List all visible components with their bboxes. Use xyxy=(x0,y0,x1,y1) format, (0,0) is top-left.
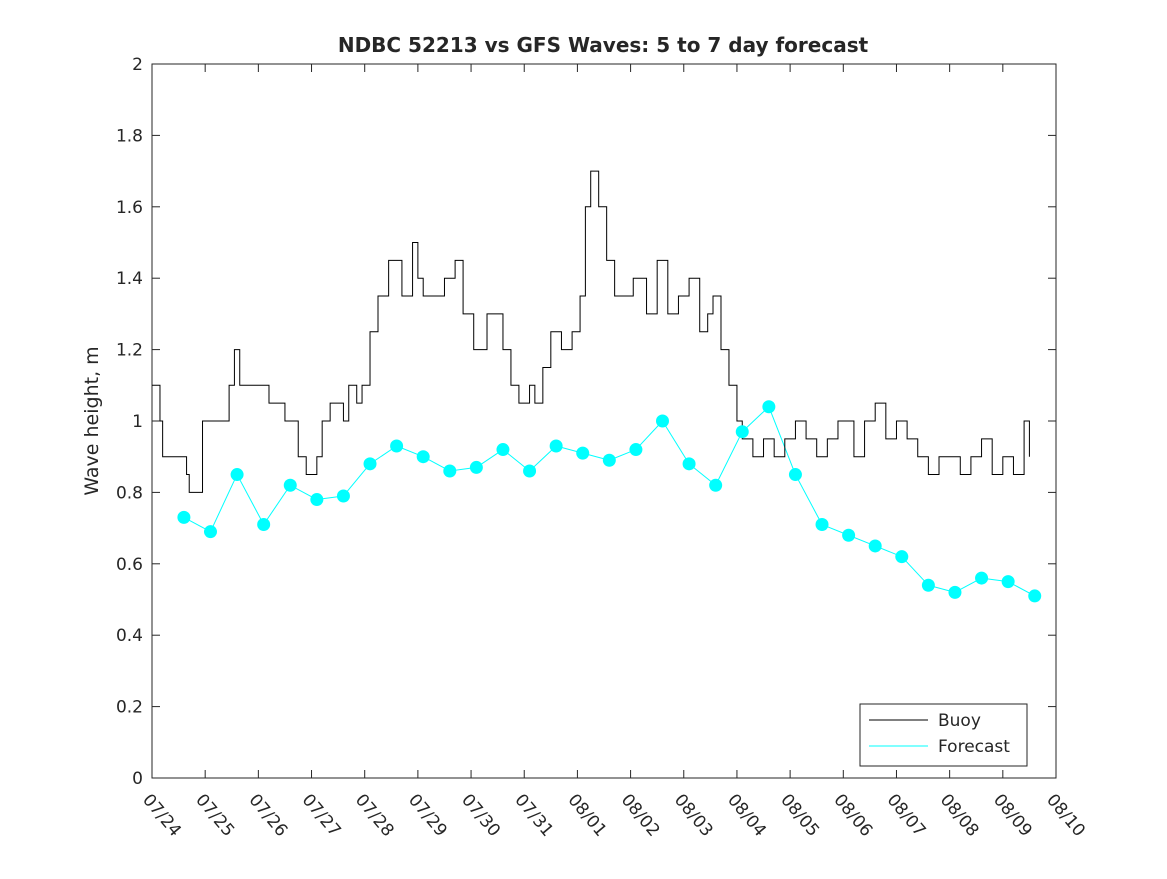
forecast-line-segment xyxy=(715,431,743,486)
forecast-point xyxy=(230,468,244,482)
forecast-point xyxy=(602,453,616,467)
forecast-point xyxy=(1028,589,1042,603)
y-tick-label: 0.8 xyxy=(116,483,143,503)
x-tick-label: 08/09 xyxy=(989,790,1036,840)
forecast-point xyxy=(682,457,696,471)
buoy-series xyxy=(152,170,1030,493)
forecast-line-segment xyxy=(901,556,929,586)
forecast-line-segment xyxy=(236,474,265,525)
forecast-point xyxy=(336,489,350,503)
y-tick-label: 1 xyxy=(132,412,143,432)
x-tick-label: 07/25 xyxy=(191,790,238,840)
legend-box xyxy=(859,703,1028,767)
forecast-point xyxy=(576,446,590,460)
x-tick-label: 08/05 xyxy=(776,790,823,840)
chart-title: NDBC 52213 vs GFS Waves: 5 to 7 day fore… xyxy=(338,33,869,57)
forecast-markers xyxy=(177,400,1042,603)
legend: Buoy Forecast xyxy=(859,703,1028,767)
legend-forecast-label: Forecast xyxy=(938,737,1010,757)
forecast-point xyxy=(1001,575,1015,589)
x-tick-label: 07/24 xyxy=(138,790,185,840)
forecast-point xyxy=(921,578,935,592)
legend-buoy-label: Buoy xyxy=(938,711,981,731)
forecast-point xyxy=(762,400,776,414)
forecast-line-segment xyxy=(210,474,238,532)
forecast-point xyxy=(523,464,537,478)
y-tick-label: 1.6 xyxy=(116,198,143,218)
forecast-point xyxy=(788,468,802,482)
forecast-point xyxy=(177,510,191,524)
forecast-point xyxy=(948,585,962,599)
forecast-point xyxy=(549,439,563,453)
y-tick-label: 1.8 xyxy=(116,126,143,146)
y-tick-label: 0.4 xyxy=(116,626,143,646)
forecast-point xyxy=(842,528,856,542)
forecast-point xyxy=(868,539,882,553)
forecast-point xyxy=(496,443,510,457)
y-tick-label: 0.6 xyxy=(116,555,143,575)
forecast-line-segment xyxy=(635,420,663,450)
x-tick-label: 07/31 xyxy=(510,790,557,840)
forecast-line-segment xyxy=(768,406,796,475)
forecast-line-segment xyxy=(662,420,690,465)
x-tick-label: 08/04 xyxy=(723,790,770,840)
y-tick-label: 2 xyxy=(132,55,143,75)
forecast-point xyxy=(709,478,723,492)
x-tick-label: 08/03 xyxy=(670,790,717,840)
x-tick-label: 07/29 xyxy=(404,790,451,840)
x-tick-label: 08/01 xyxy=(564,790,611,840)
forecast-point xyxy=(416,450,430,464)
x-tick-label: 08/10 xyxy=(1042,790,1089,840)
forecast-point xyxy=(655,414,669,428)
y-axis-ticks: 0 0.2 0.4 0.6 0.8 1 1.2 1.4 1.6 1.8 2 xyxy=(116,55,1056,789)
forecast-point xyxy=(257,518,271,532)
forecast-point xyxy=(310,493,324,507)
forecast-point xyxy=(735,425,749,439)
y-tick-label: 0 xyxy=(132,769,143,789)
x-tick-label: 08/02 xyxy=(617,790,664,840)
forecast-line-segment xyxy=(263,484,291,525)
forecast-point xyxy=(975,571,989,585)
forecast-point xyxy=(390,439,404,453)
forecast-point xyxy=(203,525,217,539)
x-tick-label: 08/06 xyxy=(829,790,876,840)
forecast-point xyxy=(363,457,377,471)
forecast-point xyxy=(469,460,483,474)
forecast-point xyxy=(815,518,829,532)
forecast-line-segment xyxy=(794,474,823,525)
forecast-point xyxy=(283,478,297,492)
forecast-line-segment xyxy=(343,463,371,497)
x-tick-label: 07/30 xyxy=(457,790,504,840)
y-tick-label: 1.2 xyxy=(116,341,143,361)
x-tick-label: 07/27 xyxy=(298,790,345,840)
x-tick-label: 08/07 xyxy=(883,790,930,840)
y-axis-label: Wave height, m xyxy=(81,346,103,495)
forecast-point xyxy=(629,443,643,457)
y-tick-label: 0.2 xyxy=(116,698,143,718)
forecast-point xyxy=(443,464,457,478)
x-tick-label: 07/26 xyxy=(245,790,292,840)
x-tick-label: 07/28 xyxy=(351,790,398,840)
x-tick-label: 08/08 xyxy=(936,790,983,840)
forecast-point xyxy=(895,550,909,564)
y-tick-label: 1.4 xyxy=(116,269,143,289)
buoy-line xyxy=(152,170,1030,493)
